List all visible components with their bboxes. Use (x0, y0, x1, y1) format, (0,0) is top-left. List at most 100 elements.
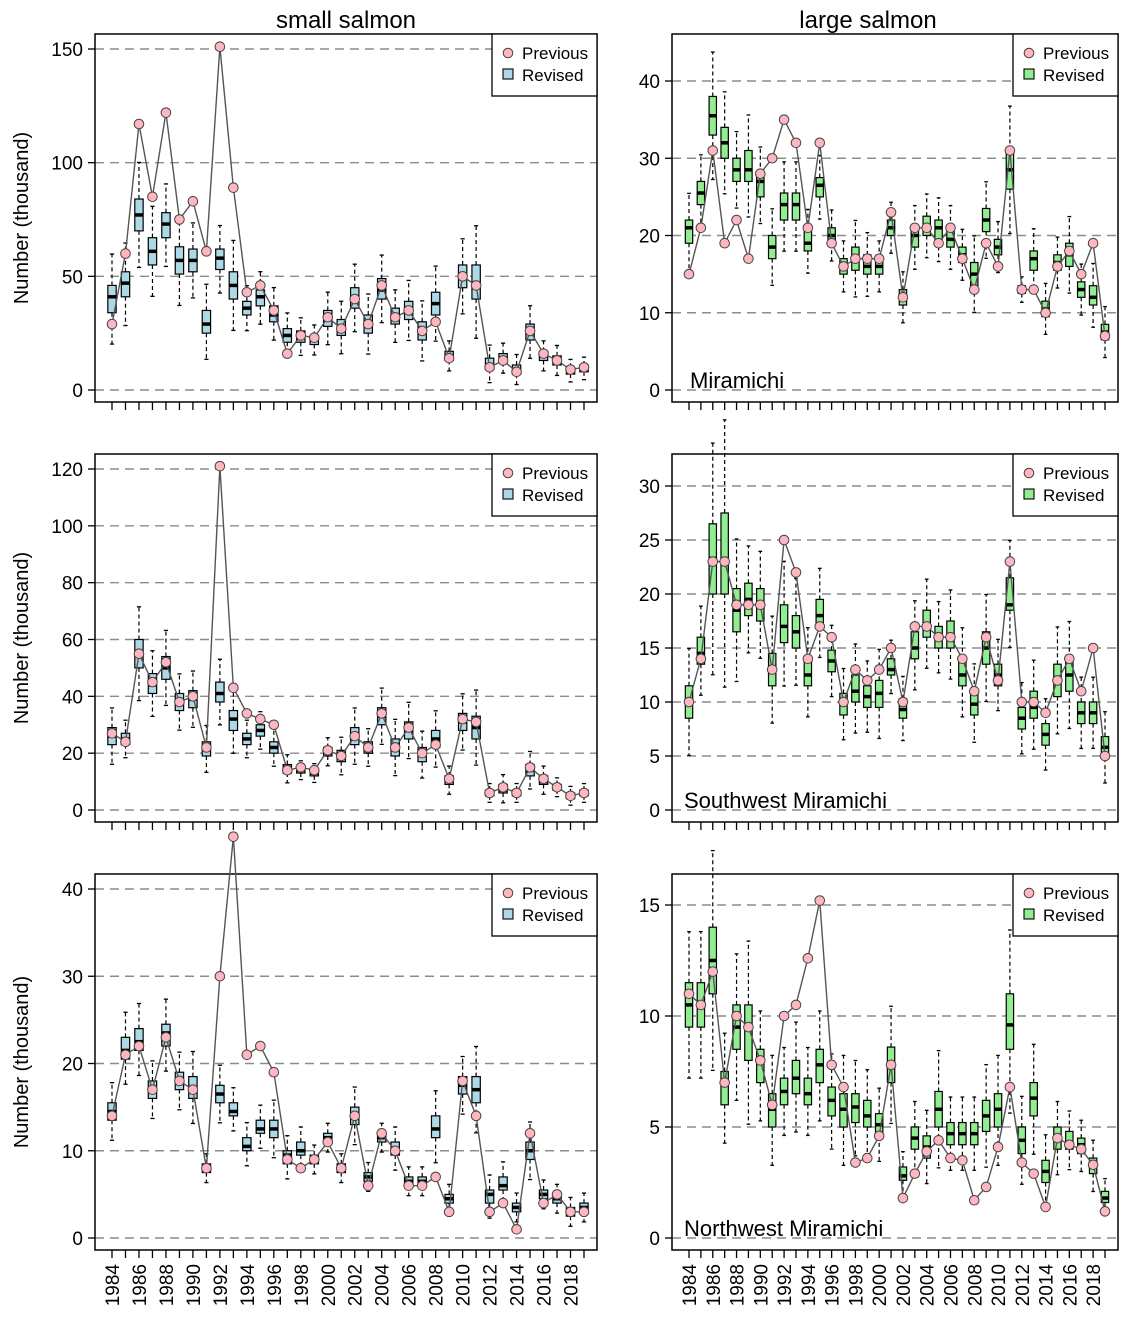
plot-frame (671, 873, 1119, 1251)
previous-point-2001 (335, 750, 347, 762)
previous-point-1994 (241, 286, 253, 298)
previous-point-1985 (120, 736, 131, 748)
box-iqr (696, 636, 706, 665)
previous-point-1997 (282, 1154, 293, 1165)
box-1998 (851, 643, 860, 734)
box-1989 (174, 214, 185, 307)
box-2012 (1017, 1095, 1027, 1185)
box-1986 (134, 1002, 144, 1077)
previous-point-2018 (1087, 1159, 1099, 1171)
box-1985 (120, 1011, 131, 1085)
x-tick-label: 2014 (1037, 1264, 1058, 1307)
y-tick-label: 150 (51, 40, 83, 61)
y-tick-label: 5 (649, 747, 660, 768)
previous-point-1999 (308, 332, 320, 344)
previous-point-2012 (1016, 696, 1028, 708)
previous-point-1996 (826, 237, 837, 249)
previous-point-1995 (255, 1040, 266, 1052)
x-tick-label: 2018 (1084, 1264, 1105, 1306)
y-tick-label: 15 (639, 896, 660, 917)
y-tick-label: 15 (639, 639, 660, 660)
box-1994 (242, 719, 252, 759)
previous-point-1988 (160, 1032, 172, 1043)
box-1992 (215, 658, 225, 726)
box-2011 (1005, 929, 1015, 1114)
box-1995 (815, 154, 825, 220)
box-2011 (471, 689, 481, 766)
previous-point-2014 (511, 366, 522, 378)
x-tick-label: 1988 (728, 1264, 749, 1306)
box-1990 (188, 222, 198, 299)
box-2017 (1076, 676, 1086, 750)
previous-point-2015 (1052, 675, 1063, 686)
y-tick-label: 100 (51, 517, 83, 538)
previous-point-2014 (1040, 1201, 1051, 1213)
previous-point-2018 (565, 790, 576, 802)
previous-point-2005 (933, 631, 944, 643)
previous-point-1984 (683, 268, 695, 280)
previous-point-2011 (1004, 145, 1016, 156)
x-tick-label: 1994 (799, 1264, 820, 1307)
previous-point-2004 (376, 280, 388, 291)
box-iqr (720, 1070, 729, 1106)
box-1993 (228, 687, 239, 754)
box-2006 (946, 1096, 955, 1171)
previous-point-2009 (980, 1181, 992, 1193)
previous-point-2012 (484, 1206, 495, 1218)
previous-point-2008 (430, 316, 441, 328)
box-1992 (215, 224, 225, 294)
previous-point-1992 (778, 534, 790, 546)
previous-point-2006 (403, 722, 414, 733)
legend-revised-label: Revised (522, 66, 583, 85)
box-1993 (791, 161, 801, 252)
y-tick-label: 40 (62, 880, 83, 901)
box-1995 (255, 1104, 266, 1150)
previous-point-2019 (1099, 750, 1111, 762)
previous-point-2001 (335, 1162, 347, 1174)
previous-point-2007 (416, 747, 428, 759)
y-tick-label: 20 (639, 585, 660, 606)
previous-point-2014 (1040, 307, 1051, 319)
x-tick-label: 1998 (292, 1264, 313, 1306)
previous-point-2009 (443, 352, 455, 364)
y-tick-label: 0 (649, 381, 660, 402)
previous-point-1996 (826, 1059, 837, 1071)
y-axis-label: Number (thousand) (11, 976, 33, 1148)
y-tick-label: 0 (649, 1229, 660, 1250)
previous-point-2016 (538, 348, 549, 359)
previous-point-1987 (719, 556, 730, 567)
previous-point-1992 (214, 460, 226, 472)
legend-revised-label: Revised (522, 906, 583, 925)
box-1988 (732, 538, 741, 683)
previous-point-1991 (766, 1099, 778, 1111)
previous-line (688, 900, 1106, 1212)
box-1999 (863, 231, 872, 297)
previous-point-1990 (755, 1055, 766, 1066)
legend: Previous Revised (491, 873, 598, 937)
previous-point-1990 (187, 1084, 199, 1095)
legend-box (491, 873, 598, 937)
x-tick-label: 1984 (103, 1264, 124, 1307)
x-tick-label: 2000 (319, 1264, 340, 1306)
y-tick-label: 40 (62, 687, 83, 708)
x-tick-label: 1992 (211, 1264, 232, 1306)
previous-point-2016 (1064, 1139, 1075, 1151)
x-tick-label: 2018 (562, 1264, 583, 1306)
previous-point-1985 (695, 222, 707, 234)
panel-3: 0 20 40 60 80 100 120 Previous Revised Number (th… (11, 453, 598, 830)
previous-point-2000 (322, 1136, 334, 1148)
previous-point-2010 (457, 271, 468, 282)
x-tick-label: 2006 (941, 1264, 962, 1306)
previous-point-2010 (992, 261, 1004, 272)
legend: Previous Revised (1012, 873, 1119, 937)
legend-box (491, 453, 598, 517)
previous-point-2001 (885, 207, 897, 218)
box-2009 (981, 1063, 991, 1168)
x-tick-label: 2006 (400, 1264, 421, 1306)
previous-point-1987 (147, 191, 158, 203)
box-iqr (934, 219, 943, 240)
box-1987 (720, 91, 729, 195)
previous-point-1994 (241, 1049, 253, 1061)
previous-point-1990 (187, 691, 199, 702)
previous-point-2001 (885, 642, 897, 654)
